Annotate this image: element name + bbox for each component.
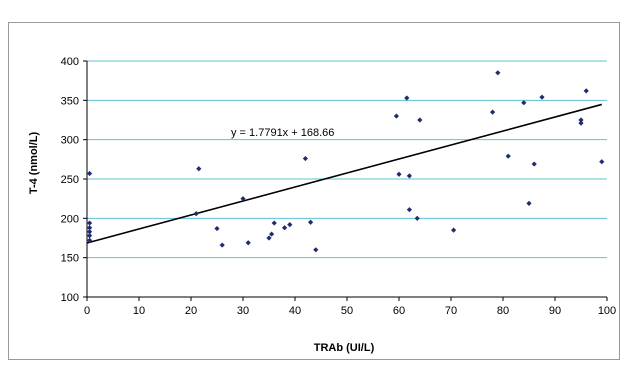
data-point-0-26 bbox=[417, 117, 423, 123]
data-point-0-21 bbox=[396, 171, 402, 177]
data-point-0-24 bbox=[406, 207, 412, 213]
y-tick-label-400: 400 bbox=[61, 56, 79, 68]
data-point-0-37 bbox=[583, 88, 589, 94]
trendline-equation: y = 1.7791x + 168.66 bbox=[231, 127, 334, 139]
scatter-chart: 100 150 200 250 300 350 400 0 10 20 30 40 50 60 70 80 90… bbox=[28, 56, 617, 354]
y-tick-label-250: 250 bbox=[61, 174, 79, 186]
data-point-0-25 bbox=[414, 215, 420, 221]
trendline bbox=[86, 103, 603, 244]
data-point-0-30 bbox=[505, 153, 511, 159]
data-point-0-36 bbox=[578, 120, 584, 126]
data-point-0-31 bbox=[521, 100, 527, 106]
data-point-0-7 bbox=[196, 166, 202, 172]
data-point-0-12 bbox=[266, 235, 272, 241]
data-point-0-10 bbox=[240, 196, 246, 202]
grid-layer bbox=[87, 60, 607, 259]
x-tick-label-100: 100 bbox=[598, 305, 616, 317]
data-point-0-13 bbox=[269, 231, 275, 237]
data-point-0-29 bbox=[495, 70, 501, 76]
x-tick-label-0: 0 bbox=[84, 305, 90, 317]
data-point-0-3 bbox=[87, 229, 93, 235]
x-tick-label-50: 50 bbox=[341, 305, 353, 317]
data-point-0-15 bbox=[282, 225, 288, 231]
data-points bbox=[87, 70, 605, 253]
data-point-0-23 bbox=[406, 173, 412, 179]
data-point-0-8 bbox=[214, 225, 220, 232]
data-point-0-33 bbox=[531, 161, 537, 167]
data-point-0-18 bbox=[308, 219, 314, 225]
y-tick-label-350: 350 bbox=[61, 95, 79, 107]
data-point-0-17 bbox=[302, 155, 308, 162]
y-tick-label-300: 300 bbox=[61, 135, 79, 147]
axis-layer: 100 150 200 250 300 350 400 0 10 20 30 40 50 60 70 80 90… bbox=[61, 56, 617, 317]
x-tick-label-80: 80 bbox=[497, 305, 509, 317]
data-point-0-35 bbox=[578, 117, 584, 123]
trendline-layer bbox=[86, 103, 603, 244]
x-axis-title: TRAb (UI/L) bbox=[314, 342, 375, 354]
data-point-0-4 bbox=[87, 233, 93, 239]
data-point-0-5 bbox=[87, 237, 93, 243]
x-tick-label-20: 20 bbox=[185, 305, 197, 317]
data-point-0-38 bbox=[599, 159, 605, 165]
data-point-0-19 bbox=[313, 247, 319, 253]
x-tick-label-70: 70 bbox=[445, 305, 457, 317]
data-point-0-16 bbox=[287, 222, 293, 228]
x-tick-label-60: 60 bbox=[393, 305, 405, 317]
data-point-0-11 bbox=[245, 240, 251, 246]
x-tick-label-10: 10 bbox=[133, 305, 145, 317]
data-point-0-0 bbox=[87, 170, 93, 177]
chart-frame: 100 150 200 250 300 350 400 0 10 20 30 40 50 60 70 80 90… bbox=[8, 22, 620, 360]
data-point-0-34 bbox=[539, 94, 545, 100]
data-point-0-22 bbox=[404, 95, 410, 101]
data-point-0-27 bbox=[451, 227, 457, 233]
x-tick-label-40: 40 bbox=[289, 305, 301, 317]
y-axis-title: T-4 (nmol/L) bbox=[28, 132, 40, 195]
data-point-0-1 bbox=[87, 220, 93, 226]
y-tick-label-150: 150 bbox=[61, 253, 79, 265]
data-point-0-9 bbox=[219, 242, 225, 248]
data-point-0-14 bbox=[271, 220, 277, 226]
data-point-0-20 bbox=[393, 113, 399, 119]
data-point-0-6 bbox=[193, 211, 199, 217]
data-point-0-28 bbox=[490, 109, 496, 115]
x-tick-label-30: 30 bbox=[237, 305, 249, 317]
y-tick-label-100: 100 bbox=[61, 292, 79, 304]
data-point-0-32 bbox=[526, 200, 532, 206]
x-tick-label-90: 90 bbox=[549, 305, 561, 317]
y-tick-label-200: 200 bbox=[61, 213, 79, 225]
data-point-0-2 bbox=[87, 225, 93, 231]
